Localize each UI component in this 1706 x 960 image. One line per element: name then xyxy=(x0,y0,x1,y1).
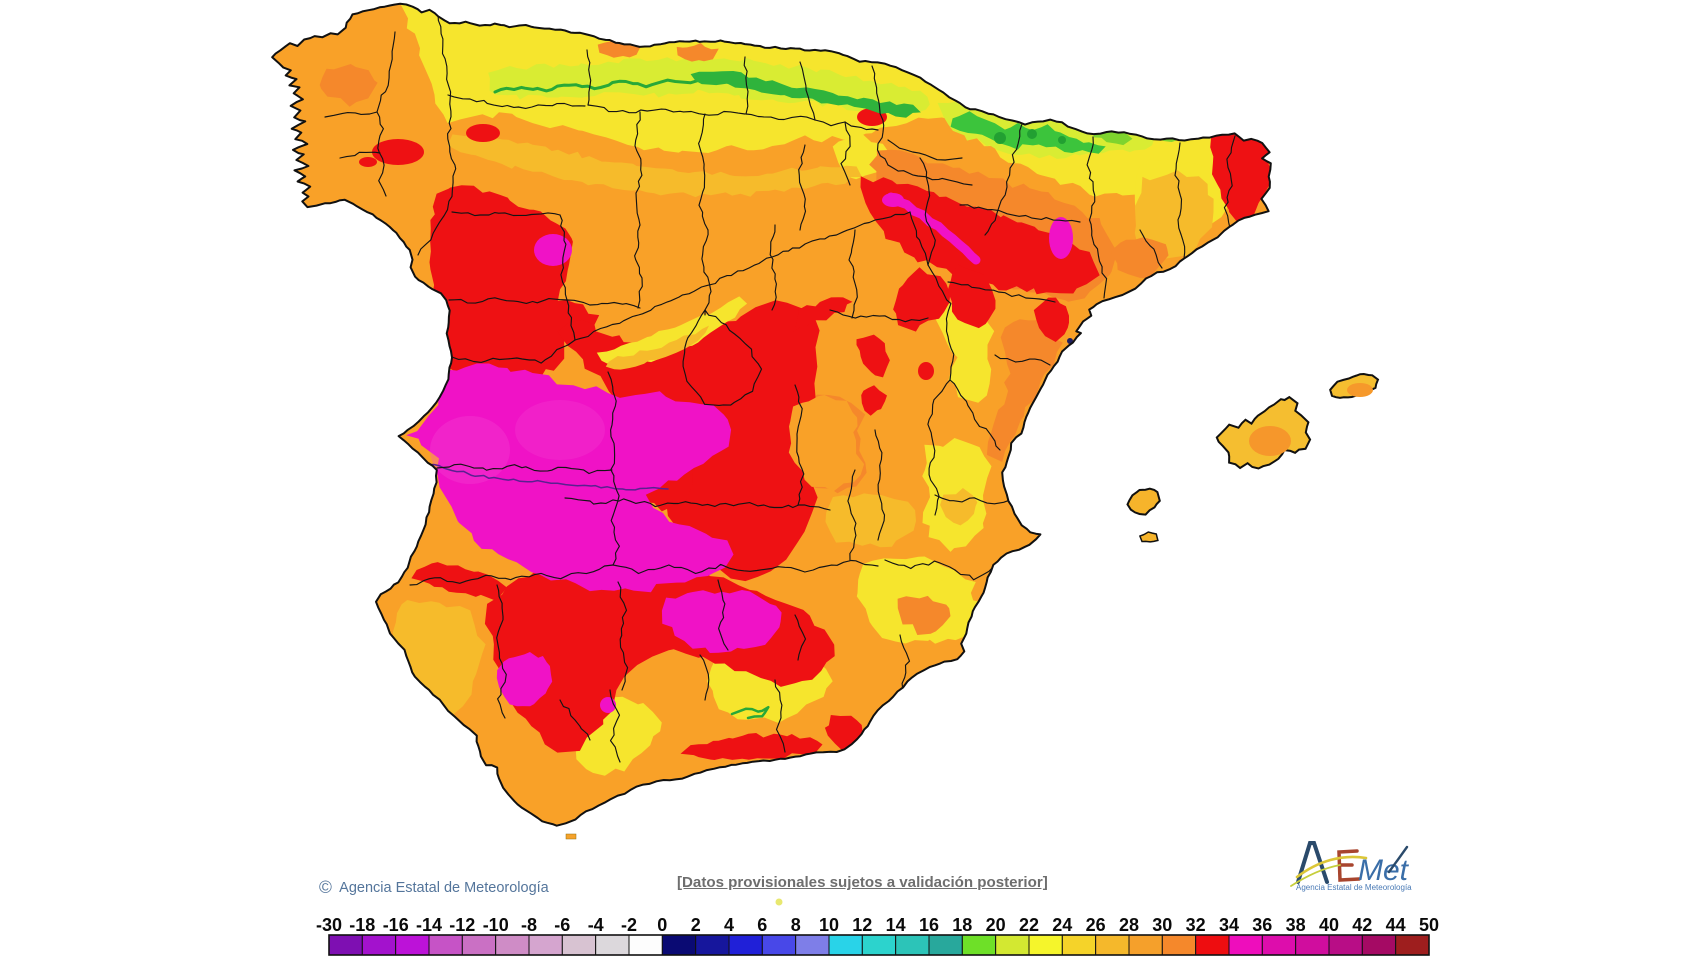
svg-text:-30: -30 xyxy=(316,915,342,935)
svg-text:42: 42 xyxy=(1352,915,1372,935)
svg-text:-8: -8 xyxy=(521,915,537,935)
svg-text:18: 18 xyxy=(952,915,972,935)
svg-text:44: 44 xyxy=(1386,915,1406,935)
svg-text:30: 30 xyxy=(1152,915,1172,935)
svg-text:14: 14 xyxy=(886,915,906,935)
svg-text:-14: -14 xyxy=(416,915,442,935)
svg-text:-10: -10 xyxy=(483,915,509,935)
svg-text:50: 50 xyxy=(1419,915,1439,935)
svg-text:26: 26 xyxy=(1086,915,1106,935)
svg-text:32: 32 xyxy=(1186,915,1206,935)
svg-text:-16: -16 xyxy=(383,915,409,935)
svg-text:-2: -2 xyxy=(621,915,637,935)
svg-text:-12: -12 xyxy=(449,915,475,935)
svg-text:-4: -4 xyxy=(588,915,604,935)
svg-text:36: 36 xyxy=(1252,915,1272,935)
svg-text:2: 2 xyxy=(691,915,701,935)
svg-text:38: 38 xyxy=(1286,915,1306,935)
svg-text:4: 4 xyxy=(724,915,734,935)
svg-text:12: 12 xyxy=(852,915,872,935)
svg-text:Met: Met xyxy=(1358,854,1410,887)
svg-text:40: 40 xyxy=(1319,915,1339,935)
svg-text:24: 24 xyxy=(1052,915,1072,935)
svg-text:10: 10 xyxy=(819,915,839,935)
svg-text:20: 20 xyxy=(986,915,1006,935)
svg-text:-18: -18 xyxy=(349,915,375,935)
svg-text:8: 8 xyxy=(791,915,801,935)
svg-text:28: 28 xyxy=(1119,915,1139,935)
svg-text:6: 6 xyxy=(757,915,767,935)
svg-text:16: 16 xyxy=(919,915,939,935)
svg-text:22: 22 xyxy=(1019,915,1039,935)
svg-text:34: 34 xyxy=(1219,915,1239,935)
svg-text:0: 0 xyxy=(657,915,667,935)
svg-text:-6: -6 xyxy=(554,915,570,935)
